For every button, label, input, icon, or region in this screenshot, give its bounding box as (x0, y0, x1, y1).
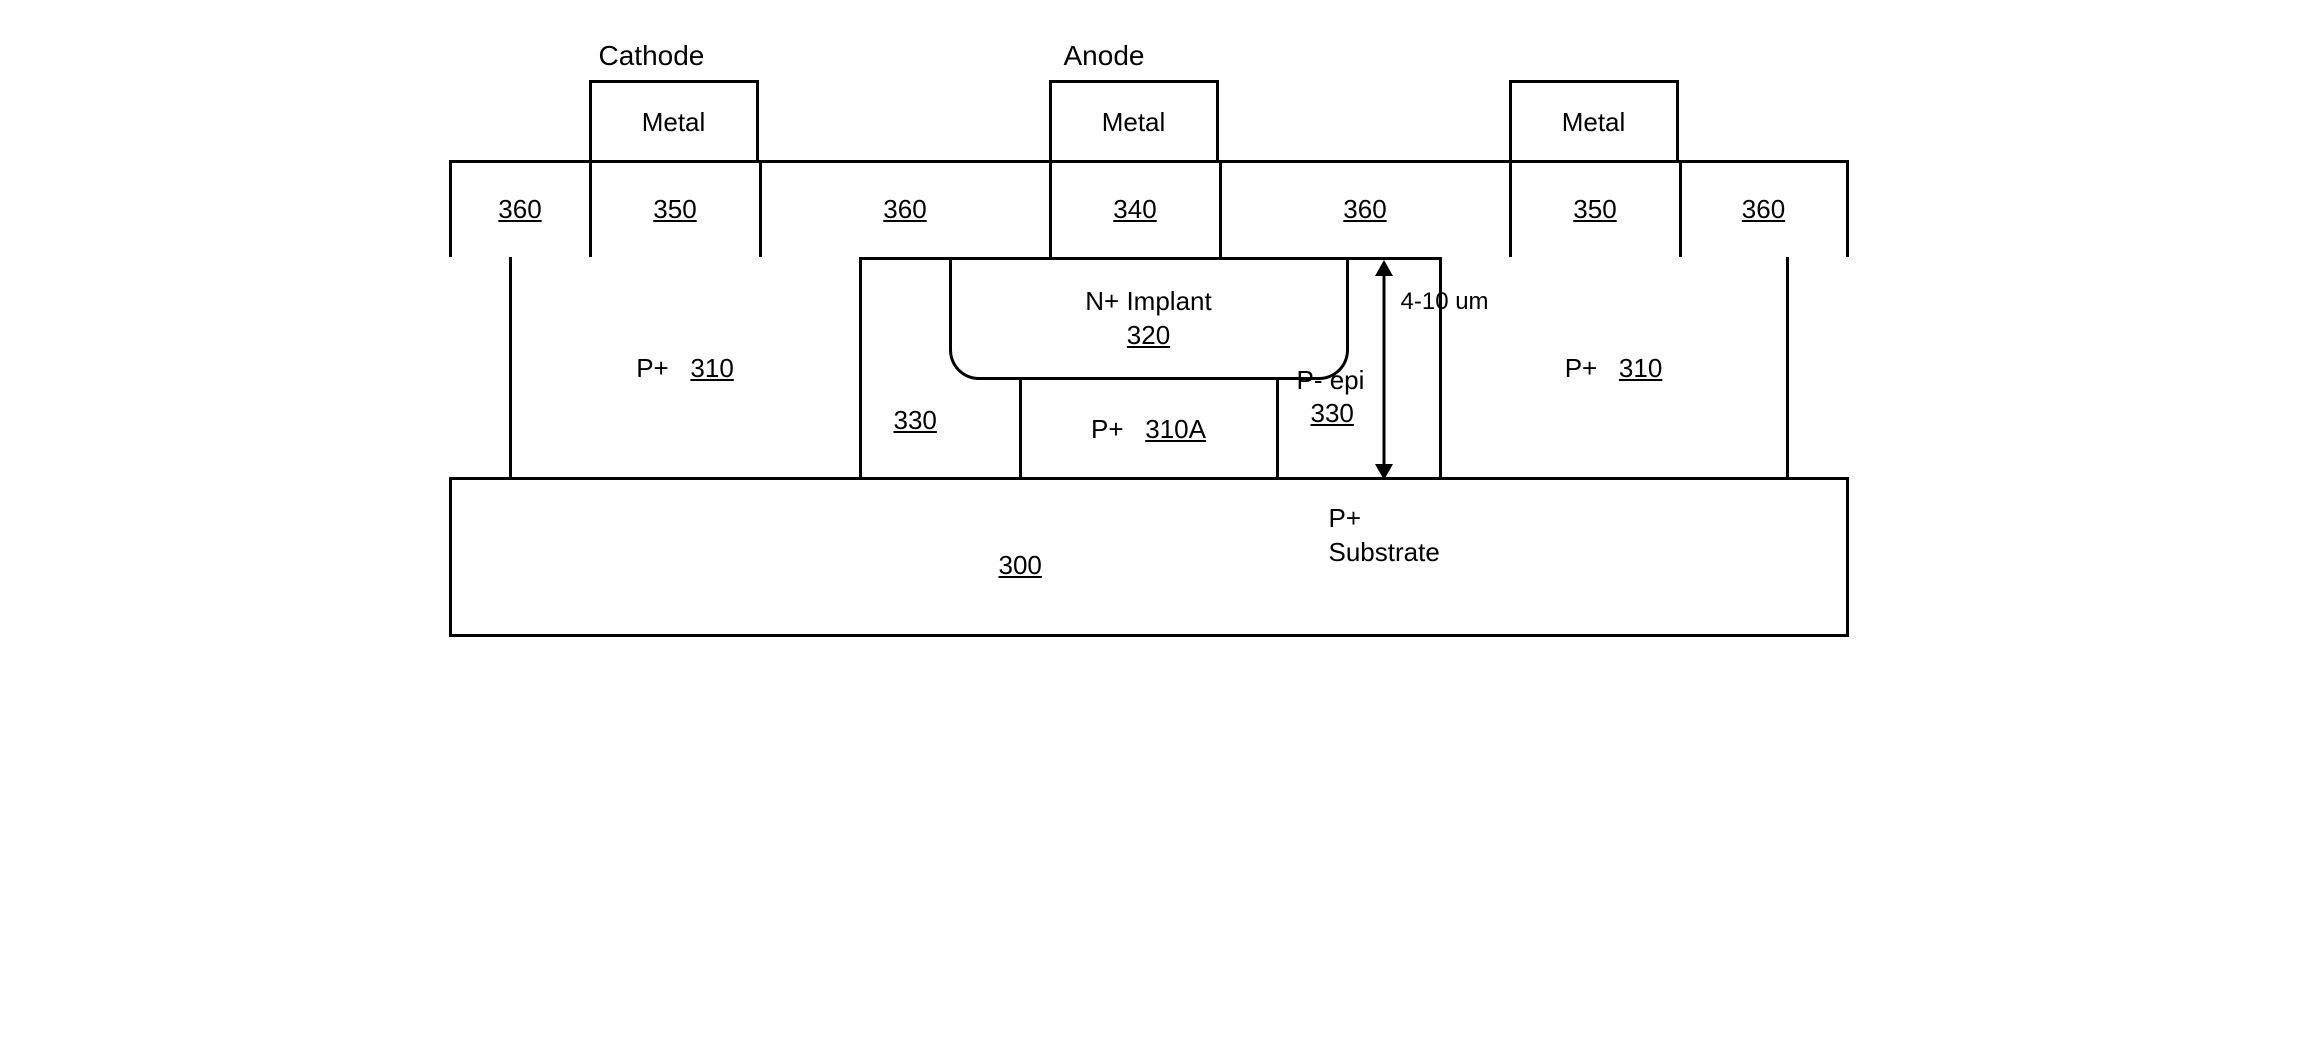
ref-360: 360 (1742, 193, 1785, 227)
metal-contact-anode: Metal (1049, 80, 1219, 163)
p-plus-310a-label: P+ 310A (1091, 413, 1206, 447)
region-360: 360 (449, 160, 592, 260)
region-340: 340 (1049, 160, 1222, 260)
region-360: 360 (1679, 160, 1849, 260)
ref-360: 360 (883, 193, 926, 227)
metal-contact-right: Metal (1509, 80, 1679, 163)
p-plus-label: P+ 310 (636, 352, 734, 386)
p-plus-left: P+ 310 (509, 257, 862, 480)
ref-320: 320 (1127, 319, 1170, 353)
ref-330-right: 330 (1311, 398, 1354, 429)
metal-text: Metal (1562, 106, 1626, 140)
n-implant-label: N+ Implant (1085, 285, 1211, 319)
region-350: 350 (1509, 160, 1682, 260)
dimension-arrow-icon (1369, 260, 1399, 480)
ref-360: 360 (1343, 193, 1386, 227)
cross-section-diagram: Cathode Anode Metal Metal Metal 360 350 … (449, 40, 1849, 680)
ref-350: 350 (1573, 193, 1616, 227)
ref-360: 360 (498, 193, 541, 227)
p-plus-right: P+ 310 (1439, 257, 1789, 480)
ref-330-left: 330 (894, 405, 937, 436)
substrate-label: P+ Substrate (1329, 502, 1440, 570)
anode-label: Anode (1064, 40, 1145, 72)
edge-sliver-left (449, 257, 512, 480)
substrate (449, 477, 1849, 637)
ref-340: 340 (1113, 193, 1156, 227)
p-plus-center: P+ 310A (1019, 380, 1279, 480)
ref-300: 300 (999, 550, 1042, 581)
cathode-label: Cathode (599, 40, 705, 72)
edge-sliver-right (1786, 257, 1849, 480)
p-plus-label: P+ 310 (1565, 352, 1663, 386)
ref-350: 350 (653, 193, 696, 227)
region-350: 350 (589, 160, 762, 260)
metal-text: Metal (1102, 106, 1166, 140)
dimension-label: 4-10 um (1401, 288, 1489, 316)
p-epi-label: P- epi (1297, 365, 1365, 396)
region-360: 360 (1219, 160, 1512, 260)
n-implant-region: N+ Implant 320 (949, 260, 1349, 380)
region-360: 360 (759, 160, 1052, 260)
metal-text: Metal (642, 106, 706, 140)
metal-contact-cathode: Metal (589, 80, 759, 163)
